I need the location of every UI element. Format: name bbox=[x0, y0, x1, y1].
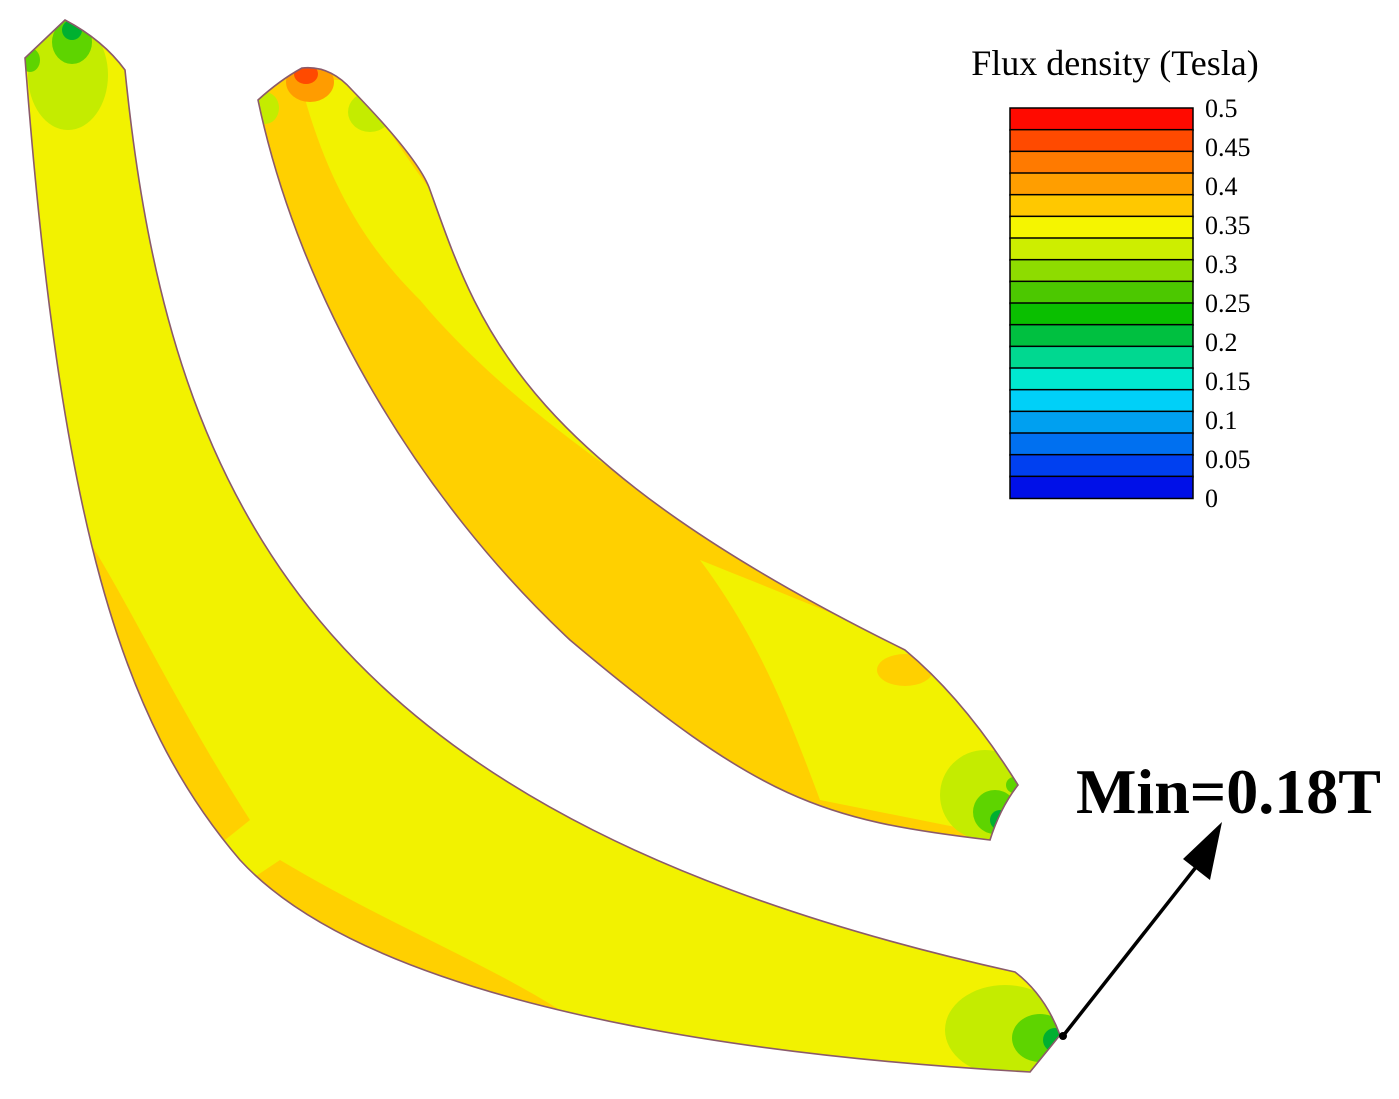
legend-tick-label: 0 bbox=[1205, 484, 1218, 513]
inner-conductor-outline bbox=[257, 66, 1019, 841]
inner-right-spot bbox=[877, 654, 933, 686]
legend-tick-label: 0.4 bbox=[1205, 172, 1238, 201]
legend-swatch bbox=[1009, 128, 1194, 153]
legend-swatch bbox=[1009, 367, 1194, 391]
annotation-arrow-head bbox=[1183, 822, 1222, 880]
legend-tick-label: 0.35 bbox=[1205, 211, 1251, 240]
legend-swatch bbox=[1009, 453, 1194, 478]
annotation-arrow-anchor bbox=[1059, 1032, 1067, 1040]
top-tip-green bbox=[52, 20, 92, 64]
legend-swatch bbox=[1009, 150, 1194, 175]
legend-tick-label: 0.1 bbox=[1205, 406, 1238, 435]
legend-title: Flux density (Tesla) bbox=[971, 43, 1258, 83]
legend-tick-label: 0.3 bbox=[1205, 250, 1238, 279]
legend-swatch bbox=[1009, 345, 1194, 370]
min-value-label: Min=0.18T bbox=[1076, 756, 1381, 827]
legend-swatch bbox=[1009, 302, 1194, 326]
legend-swatch bbox=[1009, 237, 1194, 261]
legend-swatch bbox=[1009, 432, 1194, 456]
top-left-corner bbox=[25, 48, 40, 72]
legend-swatch bbox=[1009, 107, 1194, 131]
outer-conductor-outline bbox=[24, 19, 1061, 1073]
legend-color-bar bbox=[1009, 107, 1194, 500]
annotation-arrow-line bbox=[1061, 860, 1202, 1038]
inner-bottom-corner bbox=[1006, 777, 1018, 793]
legend-swatch bbox=[1009, 280, 1194, 305]
legend-swatch bbox=[1009, 388, 1194, 413]
legend-swatch bbox=[1009, 475, 1194, 500]
inner-band-right bbox=[700, 560, 1018, 840]
legend-tick-label: 0.25 bbox=[1205, 289, 1251, 318]
legend-tick-label: 0.5 bbox=[1205, 94, 1238, 123]
inner-top-left-green bbox=[258, 92, 279, 124]
min-annotation: Min=0.18T bbox=[1059, 756, 1381, 1040]
legend-swatch bbox=[1009, 215, 1194, 240]
legend-swatch bbox=[1009, 193, 1194, 218]
legend-tick-label: 0.05 bbox=[1205, 445, 1251, 474]
legend-swatch bbox=[1009, 410, 1194, 435]
legend-tick-label: 0.45 bbox=[1205, 133, 1251, 162]
color-legend: Flux density (Tesla) 0.50.450.40.350.30.… bbox=[971, 43, 1258, 513]
legend-tick-labels: 0.5 0.45 0.4 0.35 0.3 0.25 0.2 0.15 0.1 0.05 0 bbox=[1205, 94, 1251, 513]
legend-swatch bbox=[1009, 323, 1194, 348]
legend-swatch bbox=[1009, 172, 1194, 196]
legend-tick-label: 0.2 bbox=[1205, 328, 1238, 357]
band-left bbox=[60, 500, 250, 860]
legend-tick-label: 0.15 bbox=[1205, 367, 1251, 396]
band-bottom bbox=[250, 860, 560, 1010]
legend-swatch bbox=[1009, 258, 1194, 283]
